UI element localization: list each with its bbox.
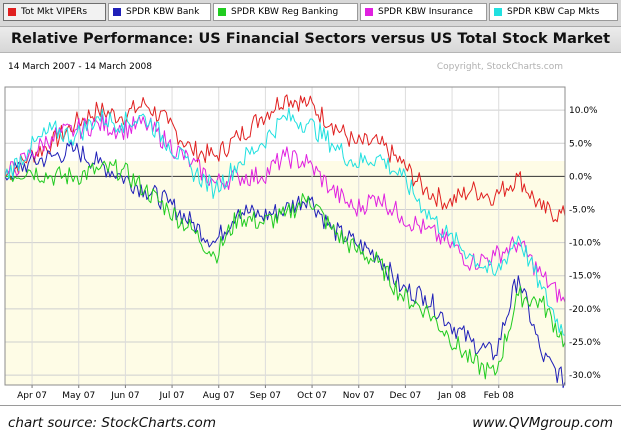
legend-swatch-green	[218, 8, 226, 16]
y-tick-label: -10.0%	[569, 239, 601, 249]
series-line-spdr-kbw-bank	[4, 141, 566, 389]
series-line-tot-mkt-vipers	[4, 94, 566, 223]
x-tick-label: Jan 08	[437, 391, 466, 401]
x-tick-label: Feb 08	[484, 391, 515, 401]
x-tick-label: Jul 07	[158, 391, 184, 401]
series-layer	[4, 94, 566, 389]
legend-swatch-blue	[113, 8, 121, 16]
footer-website[interactable]: www.QVMgroup.com	[472, 415, 613, 431]
footer: chart source: StockCharts.com www.QVMgro…	[0, 410, 621, 441]
plot-frame	[4, 86, 566, 386]
copyright-label: Copyright, StockCharts.com	[437, 62, 563, 72]
x-tick-label: Sep 07	[250, 391, 281, 401]
x-tick-label: Jun 07	[110, 391, 139, 401]
x-tick-label: May 07	[62, 391, 95, 401]
x-tick-label: Nov 07	[343, 391, 375, 401]
legend-label: SPDR KBW Cap Mkts	[507, 7, 600, 17]
legend-swatch-magenta	[365, 8, 373, 16]
y-tick-label: -5.0%	[569, 206, 596, 216]
legend-bar: Tot Mkt VIPERs SPDR KBW Bank SPDR KBW Re…	[0, 0, 621, 27]
legend-swatch-cyan	[494, 8, 502, 16]
series-line-spdr-kbw-cap-mkts	[4, 107, 566, 336]
y-tick-label: -25.0%	[569, 338, 601, 348]
legend-swatch-red	[8, 8, 16, 16]
legend-item-kbw-insurance[interactable]: SPDR KBW Insurance	[360, 3, 487, 21]
legend-label: SPDR KBW Insurance	[378, 7, 473, 17]
x-tick-label: Oct 07	[297, 391, 327, 401]
legend-item-kbw-cap-mkts[interactable]: SPDR KBW Cap Mkts	[489, 3, 618, 21]
legend-label: SPDR KBW Reg Banking	[231, 7, 339, 17]
x-tick-label: Apr 07	[17, 391, 47, 401]
series-line-spdr-kbw-reg-banking	[4, 159, 566, 380]
legend-item-kbw-bank[interactable]: SPDR KBW Bank	[108, 3, 211, 21]
chart-area: 10.0% 5.0% 0.0% -5.0% -10.0% -15.0% -20.0% -25.…	[0, 53, 621, 406]
y-tick-label: 0.0%	[569, 172, 592, 182]
series-line-spdr-kbw-insurance	[4, 114, 566, 303]
x-tick-label: Aug 07	[203, 391, 235, 401]
y-tick-label: -15.0%	[569, 272, 601, 282]
plot-background-lower	[5, 161, 565, 385]
y-tick-label: 10.0%	[569, 106, 598, 116]
chart-svg: 10.0% 5.0% 0.0% -5.0% -10.0% -15.0% -20.0% -25.…	[4, 62, 601, 401]
legend-item-tot-mkt-vipers[interactable]: Tot Mkt VIPERs	[3, 3, 106, 21]
chart-title: Relative Performance: US Financial Secto…	[0, 27, 621, 53]
footer-source: chart source: StockCharts.com	[8, 415, 216, 431]
y-tick-label: 5.0%	[569, 139, 592, 149]
axis-layer: 10.0% 5.0% 0.0% -5.0% -10.0% -15.0% -20.0% -25.…	[17, 106, 601, 401]
legend-label: SPDR KBW Bank	[126, 7, 200, 17]
legend-item-kbw-reg-banking[interactable]: SPDR KBW Reg Banking	[213, 3, 358, 21]
date-range-label: 14 March 2007 - 14 March 2008	[8, 62, 152, 72]
legend-label: Tot Mkt VIPERs	[21, 7, 88, 17]
x-tick-label: Dec 07	[390, 391, 422, 401]
y-tick-label: -20.0%	[569, 305, 601, 315]
y-tick-label: -30.0%	[569, 371, 601, 381]
